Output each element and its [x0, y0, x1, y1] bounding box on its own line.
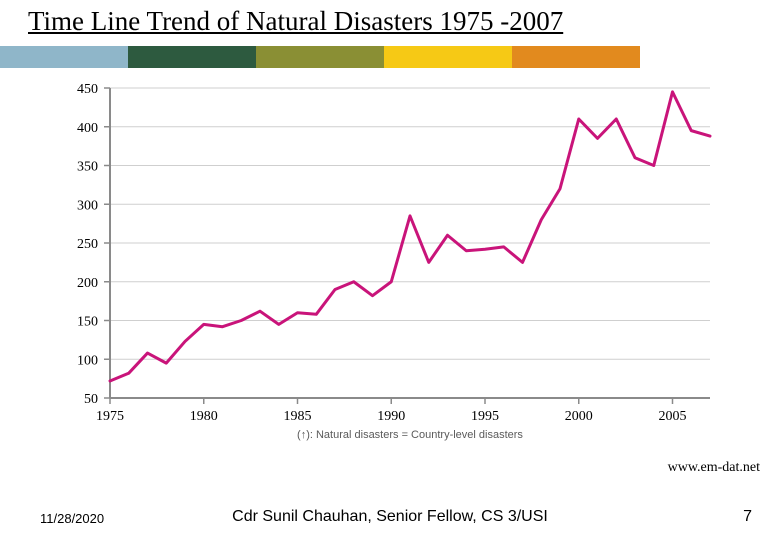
x-tick-label: 1995 [471, 409, 499, 424]
colorbar-segment [256, 46, 384, 68]
y-tick-label: 300 [77, 198, 98, 213]
page-title: Time Line Trend of Natural Disasters 197… [28, 6, 563, 37]
x-tick-label: 1980 [190, 409, 218, 424]
y-tick-label: 50 [84, 392, 98, 407]
disasters-series-line [110, 92, 710, 381]
x-tick-label: 1985 [284, 409, 312, 424]
chart-source: www.em-dat.net [668, 460, 760, 476]
y-tick-label: 250 [77, 237, 98, 252]
x-tick-label: 1990 [377, 409, 405, 424]
disasters-line-chart: 50 100 150 200 250 300 350 400 450 1975 1980 1985 19… [40, 78, 740, 448]
colorbar-segment [0, 46, 128, 68]
y-tick-label: 450 [77, 82, 98, 97]
colorbar-segment [128, 46, 256, 68]
footer-page-number: 7 [743, 508, 752, 526]
y-tick-label: 200 [77, 276, 98, 291]
x-tick-label: 2005 [659, 409, 687, 424]
y-tick-label: 350 [77, 160, 98, 175]
x-tick-label: 2000 [565, 409, 593, 424]
y-tick-label: 100 [77, 353, 98, 368]
y-tick-label: 400 [77, 121, 98, 136]
x-tick-label: 1975 [96, 409, 124, 424]
colorbar-segment [640, 46, 780, 68]
footer-author: Cdr Sunil Chauhan, Senior Fellow, CS 3/U… [0, 508, 780, 526]
chart-subcaption: (↑): Natural disasters = Country-level d… [297, 429, 523, 441]
y-tick-label: 150 [77, 315, 98, 330]
colorbar-segment [384, 46, 512, 68]
colorbar-segment [512, 46, 640, 68]
color-accent-bar [0, 46, 780, 68]
